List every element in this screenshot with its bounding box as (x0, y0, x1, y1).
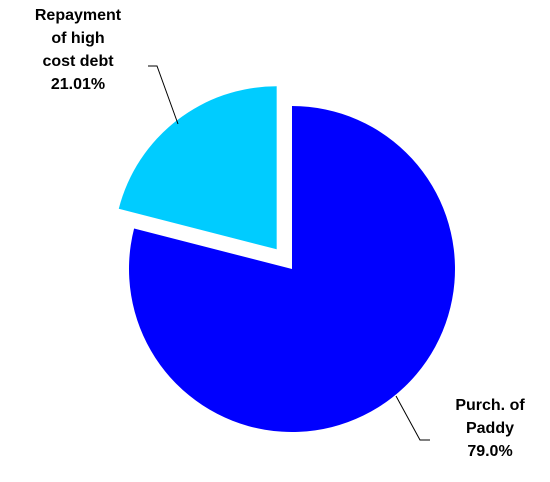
pie-slice (118, 86, 277, 250)
leader-line (148, 65, 179, 125)
leader-line (395, 395, 430, 441)
value-label: 21.01% (50, 76, 106, 93)
slice-label: Repayment of high cost debt 21.01% (34, 4, 122, 96)
value-label: 79.0% (467, 443, 513, 460)
pie-slice (129, 106, 455, 432)
category-label: Purch. of Paddy (455, 397, 525, 437)
category-label: Repayment of high cost debt (34, 7, 122, 70)
slice-label: Purch. of Paddy 79.0% (438, 394, 542, 463)
